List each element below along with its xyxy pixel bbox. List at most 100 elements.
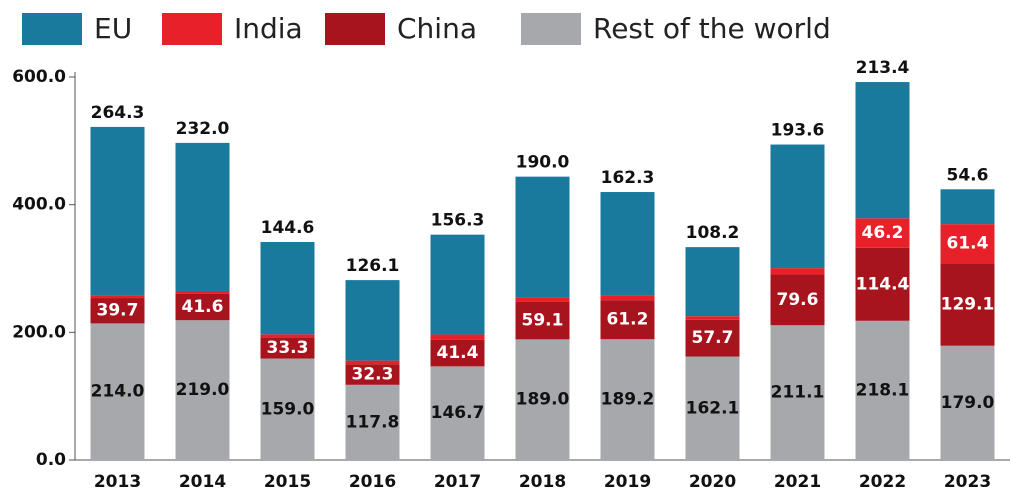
bar-segment <box>940 345 995 460</box>
value-label: 54.6 <box>947 165 989 185</box>
bar-segment <box>685 356 740 460</box>
x-tick-label: 2015 <box>264 472 311 492</box>
bar-segment <box>855 247 910 321</box>
value-label: 218.1 <box>856 380 910 400</box>
value-label: 59.1 <box>522 310 564 330</box>
legend-swatch <box>521 13 581 45</box>
bar-segment <box>260 337 315 359</box>
bar-segment <box>90 295 145 299</box>
bar-segment <box>515 339 570 460</box>
value-label: 162.3 <box>601 168 655 188</box>
legend-swatch <box>22 13 82 45</box>
value-label: 156.3 <box>431 211 485 231</box>
bar-segment <box>175 142 230 291</box>
value-label: 213.4 <box>856 58 910 78</box>
bar-segment <box>260 334 315 338</box>
bar-segment <box>685 316 740 320</box>
legend-swatch <box>325 13 385 45</box>
bar-segment <box>770 268 825 275</box>
x-tick-label: 2017 <box>434 472 481 492</box>
legend-label: China <box>397 12 477 45</box>
value-label: 144.6 <box>261 218 315 238</box>
value-label: 146.7 <box>431 403 485 423</box>
x-tick-label: 2022 <box>859 472 906 492</box>
bar-segment <box>90 323 145 460</box>
bar-segment <box>600 300 655 340</box>
y-tick-label: 0.0 <box>36 450 66 470</box>
bar-segment <box>855 320 910 460</box>
bar-segment <box>770 274 825 326</box>
legend-swatch <box>162 13 222 45</box>
bar-segment <box>175 320 230 460</box>
value-label: 61.2 <box>607 310 649 330</box>
y-tick-label: 400.0 <box>12 195 66 215</box>
value-label: 232.0 <box>176 119 230 139</box>
legend-label: Rest of the world <box>593 12 831 45</box>
value-label: 57.7 <box>692 328 734 348</box>
x-tick-label: 2023 <box>944 472 991 492</box>
bar-segment <box>345 364 400 385</box>
bar-segment <box>685 247 740 317</box>
bar-segment <box>430 234 485 335</box>
value-label: 190.0 <box>516 153 570 173</box>
x-tick-label: 2019 <box>604 472 651 492</box>
value-label: 189.0 <box>516 390 570 410</box>
value-label: 61.4 <box>947 234 989 254</box>
value-label: 189.2 <box>601 390 655 410</box>
value-label: 264.3 <box>91 103 145 123</box>
bar-segment <box>260 358 315 460</box>
value-label: 193.6 <box>771 121 825 141</box>
bar-segment <box>345 280 400 361</box>
value-label: 46.2 <box>862 223 904 243</box>
value-label: 108.2 <box>686 223 740 243</box>
bar-segment <box>770 144 825 269</box>
x-tick-label: 2021 <box>774 472 821 492</box>
bar-segment <box>940 224 995 264</box>
bar-segment <box>940 263 995 346</box>
bar-segment <box>430 339 485 367</box>
value-label: 32.3 <box>352 364 394 384</box>
x-tick-label: 2018 <box>519 472 566 492</box>
value-label: 159.0 <box>261 399 315 419</box>
bar-segment <box>430 366 485 460</box>
value-label: 33.3 <box>267 338 309 358</box>
bar-segment <box>770 325 825 460</box>
value-label: 129.1 <box>941 295 995 315</box>
bar-segment <box>260 242 315 335</box>
bar-segment <box>855 82 910 219</box>
value-label: 117.8 <box>346 412 400 432</box>
bar-segment <box>940 189 995 225</box>
value-label: 162.1 <box>686 398 740 418</box>
x-tick-label: 2016 <box>349 472 396 492</box>
bar-segment <box>90 298 145 324</box>
bar-segment <box>430 334 485 340</box>
value-label: 211.1 <box>771 383 825 403</box>
bar-segment <box>175 290 230 294</box>
bar-segment <box>345 360 400 365</box>
value-label: 41.4 <box>437 343 479 363</box>
value-label: 79.6 <box>777 290 819 310</box>
bar-segment <box>90 126 145 296</box>
value-label: 219.0 <box>176 380 230 400</box>
bar-segment <box>685 319 740 357</box>
y-tick-label: 600.0 <box>12 67 66 87</box>
bar-segment <box>600 295 655 301</box>
x-tick-label: 2014 <box>179 472 226 492</box>
x-tick-label: 2020 <box>689 472 736 492</box>
bar-segment <box>515 176 570 298</box>
bar-segment <box>515 301 570 340</box>
value-label: 126.1 <box>346 256 400 276</box>
bar-segment <box>600 339 655 460</box>
legend-label: India <box>234 12 303 45</box>
value-label: 179.0 <box>941 393 995 413</box>
bar-segment <box>515 297 570 302</box>
value-label: 41.6 <box>182 297 224 317</box>
bar-segment <box>855 218 910 248</box>
bar-segment <box>175 293 230 321</box>
legend-label: EU <box>94 12 132 45</box>
x-tick-label: 2013 <box>94 472 141 492</box>
value-label: 114.4 <box>856 274 910 294</box>
bar-segment <box>345 384 400 460</box>
y-tick-label: 200.0 <box>12 322 66 342</box>
